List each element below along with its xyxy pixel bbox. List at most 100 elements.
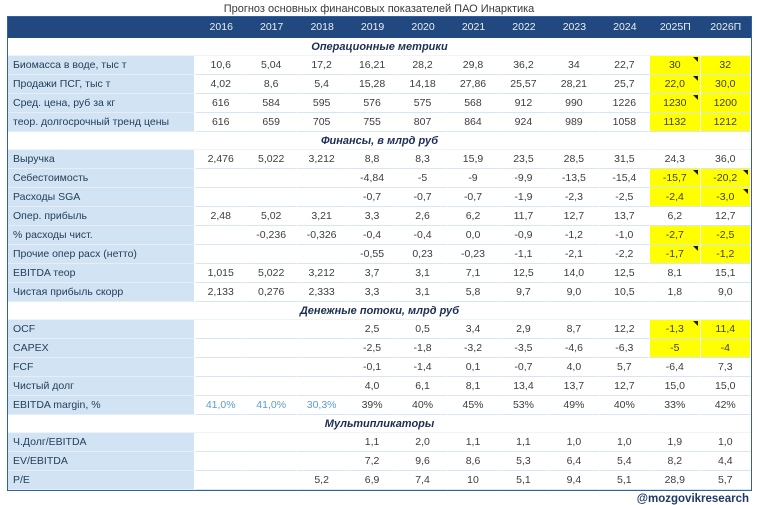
table-cell: 27,86 xyxy=(448,75,499,94)
table-cell: 3,1 xyxy=(397,283,449,302)
table-cell: 30,0 xyxy=(700,75,751,94)
col-header-9: 2025П xyxy=(650,17,701,38)
table-cell: 34 xyxy=(549,56,600,75)
table-cell: 28,5 xyxy=(549,150,600,169)
table-cell: -4,6 xyxy=(549,339,600,358)
table-cell: 7,4 xyxy=(397,471,449,490)
table-cell: -0,7 xyxy=(498,358,550,377)
table-cell xyxy=(296,320,348,339)
row-label: Биомасса в воде, тыс т xyxy=(8,56,196,75)
table-cell: 0,276 xyxy=(246,283,297,302)
table-cell: 36,0 xyxy=(700,150,751,169)
table-cell: 15,28 xyxy=(347,75,398,94)
table-cell-with-note-marker: -1,3 xyxy=(650,320,701,339)
table-cell: 912 xyxy=(498,94,550,113)
table-cell xyxy=(246,433,297,452)
row-label: Выручка xyxy=(8,150,196,169)
table-cell: 595 xyxy=(296,94,348,113)
table-cell: 32 xyxy=(700,56,751,75)
table-cell xyxy=(196,433,247,452)
table-cell: 3,3 xyxy=(347,283,398,302)
col-header-4: 2020 xyxy=(397,17,449,38)
table-cell: 0,5 xyxy=(397,320,449,339)
table-cell: 568 xyxy=(448,94,499,113)
table-cell: -1,2 xyxy=(700,245,751,264)
table-cell: 6,4 xyxy=(549,452,600,471)
table-cell: -0,4 xyxy=(347,226,398,245)
table-cell: -0,9 xyxy=(498,226,550,245)
table-cell: 45% xyxy=(448,396,499,415)
table-cell: -2,2 xyxy=(599,245,651,264)
table-cell xyxy=(196,339,247,358)
table-cell: 5,4 xyxy=(296,75,348,94)
table-cell: 8,2 xyxy=(650,452,701,471)
table-cell: 1,0 xyxy=(549,433,600,452)
section-header: Мультипликаторы xyxy=(8,415,751,433)
table-cell: 49% xyxy=(549,396,600,415)
table-cell: -2,5 xyxy=(347,339,398,358)
table-cell: -0,7 xyxy=(347,188,398,207)
table-cell: 1,0 xyxy=(700,433,751,452)
table-cell: 705 xyxy=(296,113,348,132)
table-cell: -15,4 xyxy=(599,169,651,188)
table-cell: -0,1 xyxy=(347,358,398,377)
table-cell: 2,0 xyxy=(397,433,449,452)
table-cell: 5,4 xyxy=(599,452,651,471)
table-cell: 29,8 xyxy=(448,56,499,75)
table-cell: 15,0 xyxy=(650,377,701,396)
table-cell xyxy=(296,245,348,264)
table-cell: -1,8 xyxy=(397,339,449,358)
table-cell: 5,04 xyxy=(246,56,297,75)
table-cell xyxy=(196,169,247,188)
table-cell: 584 xyxy=(246,94,297,113)
table-cell: 13,7 xyxy=(549,377,600,396)
table-cell: 8,1 xyxy=(448,377,499,396)
table-cell: 3,7 xyxy=(347,264,398,283)
table-cell: 12,5 xyxy=(599,264,651,283)
table-cell: 0,23 xyxy=(397,245,449,264)
table-cell xyxy=(246,358,297,377)
table-cell: -2,7 xyxy=(650,226,701,245)
col-header-5: 2021 xyxy=(448,17,499,38)
table-cell: -9,9 xyxy=(498,169,550,188)
table-cell: 5,3 xyxy=(498,452,550,471)
table-cell xyxy=(196,245,247,264)
row-label: Продажи ПСГ, тыс т xyxy=(8,75,196,94)
table-cell: 8,1 xyxy=(650,264,701,283)
row-label: теор. долгосрочный тренд цены xyxy=(8,113,196,132)
table-cell: 30,3% xyxy=(296,396,348,415)
col-header-2: 2018 xyxy=(296,17,348,38)
table-cell: 4,02 xyxy=(196,75,247,94)
table-cell: 8,7 xyxy=(549,320,600,339)
table-cell: 4,0 xyxy=(347,377,398,396)
table-cell: 12,2 xyxy=(599,320,651,339)
table-cell: 2,6 xyxy=(397,207,449,226)
table-cell: -2,4 xyxy=(650,188,701,207)
table-cell: 989 xyxy=(549,113,600,132)
table-cell: 5,022 xyxy=(246,264,297,283)
row-label: Чистая прибыль скорр xyxy=(8,283,196,302)
table-cell: 864 xyxy=(448,113,499,132)
table-cell: 8,6 xyxy=(448,452,499,471)
table-cell: 3,4 xyxy=(448,320,499,339)
table-cell: 924 xyxy=(498,113,550,132)
table-cell: 3,1 xyxy=(397,264,449,283)
table-cell: 15,9 xyxy=(448,150,499,169)
table-cell xyxy=(296,339,348,358)
table-cell: 3,212 xyxy=(296,264,348,283)
col-header-6: 2022 xyxy=(498,17,550,38)
table-cell: 1,1 xyxy=(347,433,398,452)
table-cell: 14,18 xyxy=(397,75,449,94)
table-cell: 11,7 xyxy=(498,207,550,226)
table-cell: -1,0 xyxy=(599,226,651,245)
table-cell: 659 xyxy=(246,113,297,132)
table-cell: 5,7 xyxy=(599,358,651,377)
col-header-3: 2019 xyxy=(347,17,398,38)
table-cell: -9 xyxy=(448,169,499,188)
table-cell: 7,3 xyxy=(700,358,751,377)
footer-credit: @mozgovikresearch xyxy=(636,493,749,505)
table-cell: 2,5 xyxy=(347,320,398,339)
table-cell: 39% xyxy=(347,396,398,415)
table-cell: -5 xyxy=(397,169,449,188)
table-cell: 1058 xyxy=(599,113,651,132)
